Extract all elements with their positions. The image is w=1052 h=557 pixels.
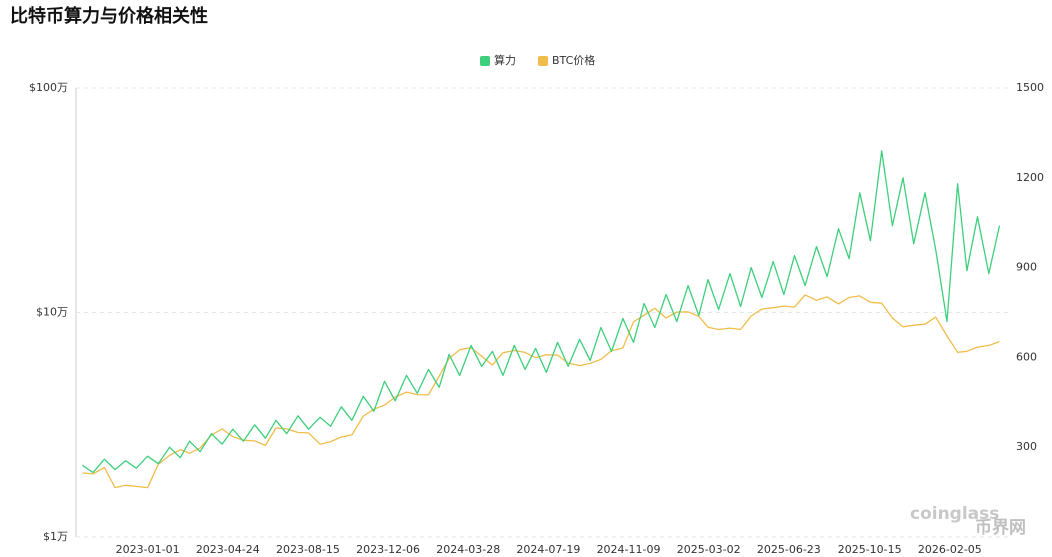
y2-tick-label: 600	[1016, 350, 1037, 363]
x-tick-label: 2025-10-15	[838, 543, 902, 556]
watermark: 币界网	[975, 518, 1026, 538]
x-tick-label: 2023-12-06	[356, 543, 420, 556]
y2-tick-label: 1200	[1016, 171, 1044, 184]
x-tick-label: 2024-11-09	[597, 543, 661, 556]
y2-tick-label: 300	[1016, 440, 1037, 453]
chart-title: 比特币算力与价格相关性	[10, 5, 208, 27]
y-tick-label: $100万	[29, 81, 68, 94]
x-tick-label: 2026-02-05	[918, 543, 982, 556]
y2-tick-label: 900	[1016, 261, 1037, 274]
legend-swatch	[538, 56, 548, 66]
y2-tick-label: 1500	[1016, 81, 1044, 94]
legend-label: 算力	[494, 53, 516, 67]
series-line	[82, 294, 1000, 489]
series-line	[82, 150, 1001, 474]
y-tick-label: $1万	[43, 530, 68, 543]
x-tick-label: 2023-01-01	[116, 543, 180, 556]
x-tick-label: 2024-03-28	[436, 543, 500, 556]
legend-label: BTC价格	[552, 53, 595, 67]
x-tick-label: 2025-06-23	[757, 543, 821, 556]
x-tick-label: 2023-08-15	[276, 543, 340, 556]
y-tick-label: $10万	[36, 306, 68, 319]
x-tick-label: 2025-03-02	[677, 543, 741, 556]
x-tick-label: 2023-04-24	[196, 543, 260, 556]
legend-swatch	[480, 56, 490, 66]
x-tick-label: 2024-07-19	[516, 543, 580, 556]
watermark: coinglass	[910, 504, 999, 524]
